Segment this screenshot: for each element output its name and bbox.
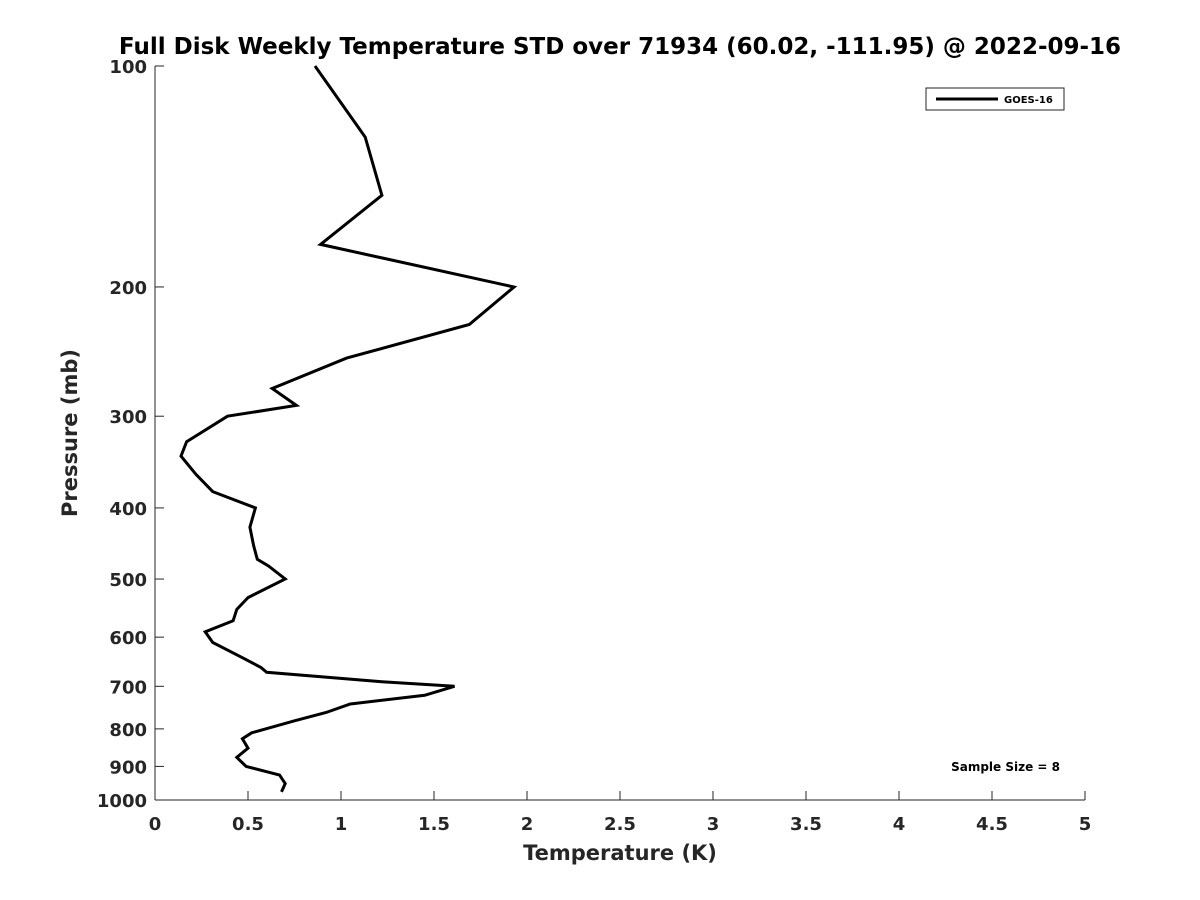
y-tick-label: 100 — [109, 57, 147, 78]
x-ticks: 0 0.5 1 1.5 2 2.5 3 3.5 4 4.5 5 — [149, 791, 1092, 835]
x-tick-label: 5 — [1079, 814, 1092, 835]
series-layer — [179, 65, 518, 793]
y-axis-label: Pressure (mb) — [58, 349, 82, 517]
y-tick-label: 300 — [109, 407, 147, 428]
x-tick-label: 2 — [521, 814, 534, 835]
x-tick-label: 1 — [335, 814, 348, 835]
y-tick-label: 800 — [109, 720, 147, 741]
legend-entry-goes-16: GOES-16 — [1004, 95, 1053, 106]
x-tick-label: 0.5 — [232, 814, 264, 835]
x-tick-label: 1.5 — [418, 814, 450, 835]
y-tick-label: 600 — [109, 628, 147, 649]
sample-size-annotation: Sample Size = 8 — [951, 760, 1060, 774]
y-tick-label: 400 — [109, 499, 147, 520]
y-ticks: 100 200 300 400 500 600 700 800 900 1000 — [97, 57, 164, 812]
x-tick-label: 3 — [707, 814, 720, 835]
legend: GOES-16 — [925, 87, 1065, 111]
chart-title: Full Disk Weekly Temperature STD over 71… — [119, 34, 1121, 60]
x-tick-label: 4 — [893, 814, 906, 835]
y-tick-label: 900 — [109, 757, 147, 778]
y-tick-label: 500 — [109, 570, 147, 591]
y-tick-label: 1000 — [97, 791, 147, 812]
x-tick-label: 4.5 — [976, 814, 1008, 835]
x-tick-label: 0 — [149, 814, 162, 835]
y-tick-label: 700 — [109, 677, 147, 698]
x-tick-label: 3.5 — [790, 814, 822, 835]
y-tick-label: 200 — [109, 278, 147, 299]
x-axis-label: Temperature (K) — [523, 841, 717, 865]
x-tick-label: 2.5 — [604, 814, 636, 835]
series-line-goes-16 — [179, 65, 518, 793]
